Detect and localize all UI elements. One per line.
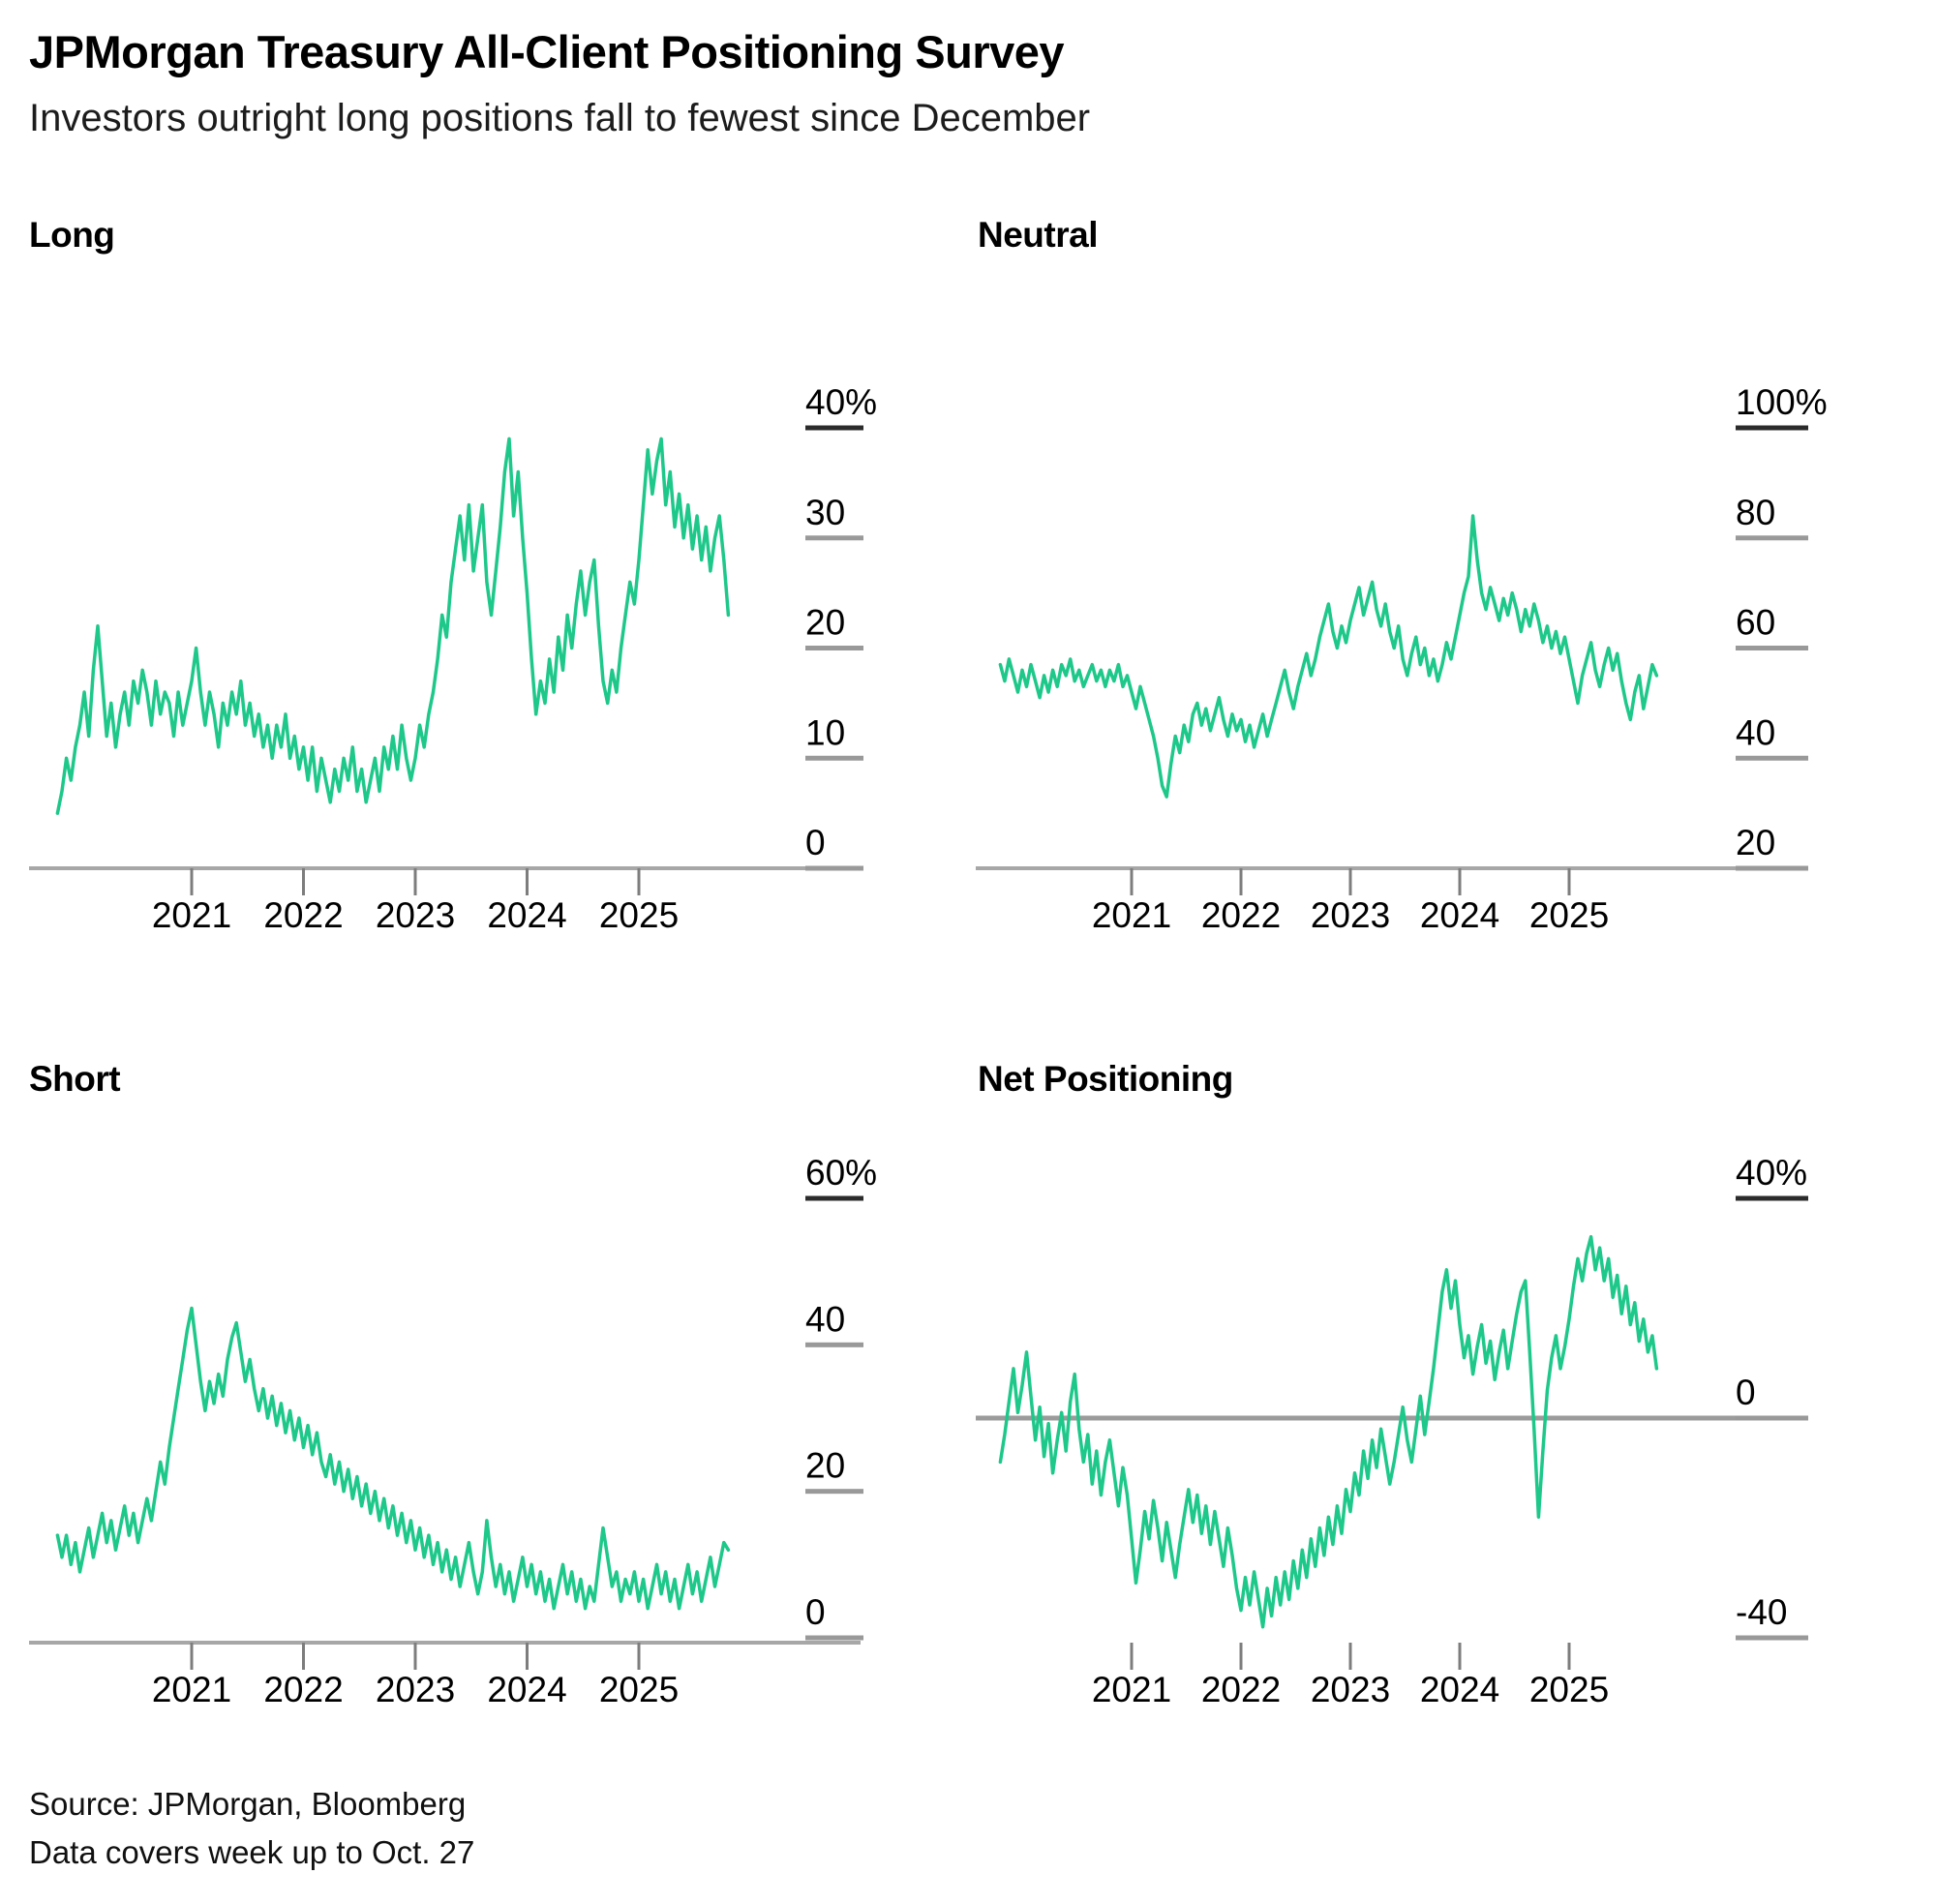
year-tick-label: 2021 (1092, 895, 1171, 935)
year-tick-label: 2022 (1201, 1670, 1281, 1709)
chart-title-neutral: Neutral (978, 215, 1098, 255)
year-tick-label: 2025 (1529, 1670, 1609, 1709)
x-axis-line (29, 1641, 861, 1645)
y-tick-dash (1736, 1415, 1808, 1421)
chart-title-net: Net Positioning (978, 1059, 1233, 1099)
year-tick (526, 1643, 529, 1670)
page-title: JPMorgan Treasury All-Client Positioning… (29, 26, 1065, 77)
year-tick (526, 868, 529, 895)
year-tick-label: 2025 (599, 1670, 679, 1709)
year-tick-label: 2022 (1201, 895, 1281, 935)
y-tick-dash (805, 425, 863, 431)
y-tick-label: 100% (1736, 382, 1828, 422)
year-tick-label: 2023 (376, 895, 455, 935)
y-tick-dash (805, 1342, 863, 1347)
y-tick-label: 60% (805, 1153, 877, 1193)
year-tick (1348, 1643, 1352, 1670)
y-tick-label: -40 (1736, 1592, 1787, 1632)
y-tick-label: 0 (805, 823, 826, 862)
year-tick-label: 2022 (263, 1670, 343, 1709)
y-tick-label: 20 (805, 603, 845, 643)
chart-title-short: Short (29, 1059, 121, 1099)
y-tick-dash (1736, 1195, 1808, 1201)
y-tick-label: 40% (805, 382, 877, 422)
year-tick (1348, 868, 1352, 895)
year-tick (302, 1643, 305, 1670)
zero-line (976, 1415, 1807, 1421)
x-axis-line (976, 866, 1807, 870)
y-tick-label: 10 (805, 712, 845, 752)
year-tick-label: 2021 (1092, 1670, 1171, 1709)
year-tick (1239, 868, 1243, 895)
y-tick-dash (1736, 535, 1808, 541)
year-tick-label: 2022 (263, 895, 343, 935)
y-tick-dash (1736, 425, 1808, 431)
y-tick-dash (805, 1489, 863, 1495)
y-tick-dash (1736, 1635, 1808, 1641)
y-tick-label: 20 (1736, 823, 1775, 862)
y-tick-dash (805, 1635, 863, 1641)
year-tick (1130, 1643, 1134, 1670)
year-tick-label: 2021 (152, 895, 231, 935)
page-subtitle: Investors outright long positions fall t… (29, 97, 1091, 139)
y-tick-dash (805, 646, 863, 650)
y-tick-label: 60 (1736, 603, 1775, 643)
chart-title-long: Long (29, 215, 115, 255)
year-tick (1567, 1643, 1571, 1670)
chart-panel-long: 2021 2022 2023 2024 2025 40% 30 20 10 0 (29, 382, 877, 935)
year-tick-label: 2025 (1529, 895, 1609, 935)
y-tick-dash (805, 755, 863, 761)
chart-panel-net: 2021 2022 2023 2024 2025 40% 0 -40 (976, 1153, 1808, 1709)
year-tick-label: 2024 (487, 1670, 566, 1709)
y-tick-dash (805, 1195, 863, 1201)
y-tick-dash (1736, 646, 1808, 650)
year-tick (1239, 1643, 1243, 1670)
y-tick-label: 0 (805, 1592, 826, 1632)
y-tick-label: 40 (805, 1299, 845, 1339)
year-tick (190, 1643, 194, 1670)
series-line-net (998, 1234, 1659, 1629)
source-line: Source: JPMorgan, Bloomberg (29, 1786, 467, 1822)
y-tick-dash (805, 865, 863, 871)
year-tick (190, 868, 194, 895)
year-tick-label: 2024 (487, 895, 566, 935)
year-tick-label: 2024 (1420, 895, 1499, 935)
year-tick (413, 868, 417, 895)
y-tick-dash (1736, 755, 1808, 761)
year-tick-label: 2023 (1311, 1670, 1390, 1709)
year-tick-label: 2023 (376, 1670, 455, 1709)
year-tick (637, 1643, 641, 1670)
y-tick-label: 80 (1736, 493, 1775, 532)
y-tick-dash (1736, 865, 1808, 871)
year-tick (1458, 1643, 1462, 1670)
year-tick (413, 1643, 417, 1670)
y-tick-label: 30 (805, 493, 845, 532)
y-tick-label: 40 (1736, 712, 1775, 752)
y-tick-dash (805, 535, 863, 541)
year-tick (1567, 868, 1571, 895)
year-tick (302, 868, 305, 895)
y-tick-label: 0 (1736, 1373, 1756, 1412)
year-tick-label: 2025 (599, 895, 679, 935)
year-tick (1458, 868, 1462, 895)
x-axis-line (29, 866, 861, 870)
series-line-neutral (998, 514, 1659, 799)
series-line-long (55, 437, 731, 815)
year-tick (637, 868, 641, 895)
year-tick-label: 2021 (152, 1670, 231, 1709)
chart-panel-short: 2021 2022 2023 2024 2025 60% 40 20 0 (29, 1153, 877, 1709)
chart-panel-neutral: 2021 2022 2023 2024 2025 100% 80 60 40 20 (976, 382, 1828, 935)
y-tick-label: 40% (1736, 1153, 1807, 1193)
series-line-short (55, 1306, 731, 1611)
data-coverage-note: Data covers week up to Oct. 27 (29, 1834, 475, 1870)
y-tick-label: 20 (805, 1446, 845, 1486)
year-tick-label: 2023 (1311, 895, 1390, 935)
year-tick (1130, 868, 1134, 895)
year-tick-label: 2024 (1420, 1670, 1499, 1709)
